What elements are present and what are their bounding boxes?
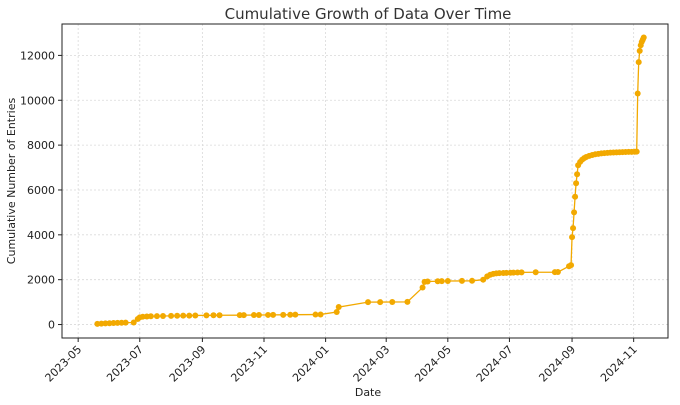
y-axis-label: Cumulative Number of Entries xyxy=(5,98,18,265)
x-axis-ticks: 2023-05 2023-07 2023-09 2023-11 2024-01 2024-… xyxy=(43,338,640,385)
data-point xyxy=(240,312,247,319)
chart-title: Cumulative Growth of Data Over Time xyxy=(225,5,512,23)
data-point xyxy=(122,319,129,326)
data-point xyxy=(255,312,262,319)
data-point xyxy=(573,180,580,187)
data-point xyxy=(424,278,431,285)
data-point xyxy=(280,311,287,318)
data-point xyxy=(554,269,561,276)
data-point xyxy=(317,311,324,318)
data-point xyxy=(574,171,581,178)
x-tick-label: 2023-05 xyxy=(43,343,85,385)
data-point xyxy=(147,313,154,320)
data-point xyxy=(287,311,294,318)
data-points-layer xyxy=(94,34,647,327)
y-tick-label: 4000 xyxy=(27,229,55,242)
data-point xyxy=(250,312,257,319)
x-tick-label: 2023-07 xyxy=(104,343,146,385)
x-tick-label: 2024-01 xyxy=(290,343,332,385)
data-point xyxy=(186,312,193,319)
data-point xyxy=(444,278,451,285)
x-tick-label: 2024-11 xyxy=(598,343,640,385)
data-point xyxy=(168,312,175,319)
data-point xyxy=(312,311,319,318)
data-point xyxy=(203,312,210,319)
data-point xyxy=(571,209,578,216)
data-point xyxy=(568,262,575,269)
data-point xyxy=(633,148,640,155)
x-tick-label: 2024-09 xyxy=(536,343,578,385)
data-point xyxy=(469,277,476,284)
data-point xyxy=(572,193,579,200)
data-point xyxy=(636,47,643,54)
data-point xyxy=(216,312,223,319)
data-point xyxy=(292,311,299,318)
y-tick-label: 2000 xyxy=(27,274,55,287)
x-tick-label: 2024-07 xyxy=(474,343,516,385)
data-point xyxy=(458,277,465,284)
data-point xyxy=(174,312,181,319)
x-axis-label: Date xyxy=(355,386,382,399)
series-line xyxy=(97,37,645,325)
data-point xyxy=(419,284,426,291)
y-tick-label: 12000 xyxy=(20,49,55,62)
data-point xyxy=(365,299,372,306)
data-point xyxy=(153,313,160,320)
data-point xyxy=(518,269,525,276)
data-point xyxy=(438,278,445,285)
data-point xyxy=(569,234,576,241)
data-point xyxy=(130,319,137,326)
data-point xyxy=(210,312,217,319)
data-point xyxy=(640,34,647,41)
data-point xyxy=(160,313,166,320)
data-point xyxy=(532,269,539,276)
data-point xyxy=(389,299,396,305)
grid-lines xyxy=(62,24,668,338)
data-point xyxy=(180,312,187,319)
data-point xyxy=(570,225,577,232)
x-tick-label: 2023-09 xyxy=(167,343,209,385)
data-point xyxy=(192,312,199,319)
y-tick-label: 8000 xyxy=(27,139,55,152)
data-point xyxy=(635,59,642,66)
series-line-layer xyxy=(97,37,645,325)
x-tick-label: 2024-03 xyxy=(351,343,393,385)
x-tick-label: 2023-11 xyxy=(228,343,270,385)
data-point xyxy=(480,276,487,283)
y-tick-label: 0 xyxy=(48,319,55,332)
data-point xyxy=(333,308,340,315)
data-point xyxy=(335,304,342,311)
data-point xyxy=(634,90,641,97)
data-point xyxy=(377,299,384,306)
x-tick-label: 2024-05 xyxy=(412,343,454,385)
y-axis-ticks: 0 2000 4000 6000 8000 10000 12000 xyxy=(20,49,62,332)
data-point xyxy=(404,298,411,305)
y-tick-label: 6000 xyxy=(27,184,55,197)
plot-frame xyxy=(61,23,669,339)
y-tick-label: 10000 xyxy=(20,94,55,107)
data-point xyxy=(265,311,272,318)
data-point xyxy=(270,311,277,318)
